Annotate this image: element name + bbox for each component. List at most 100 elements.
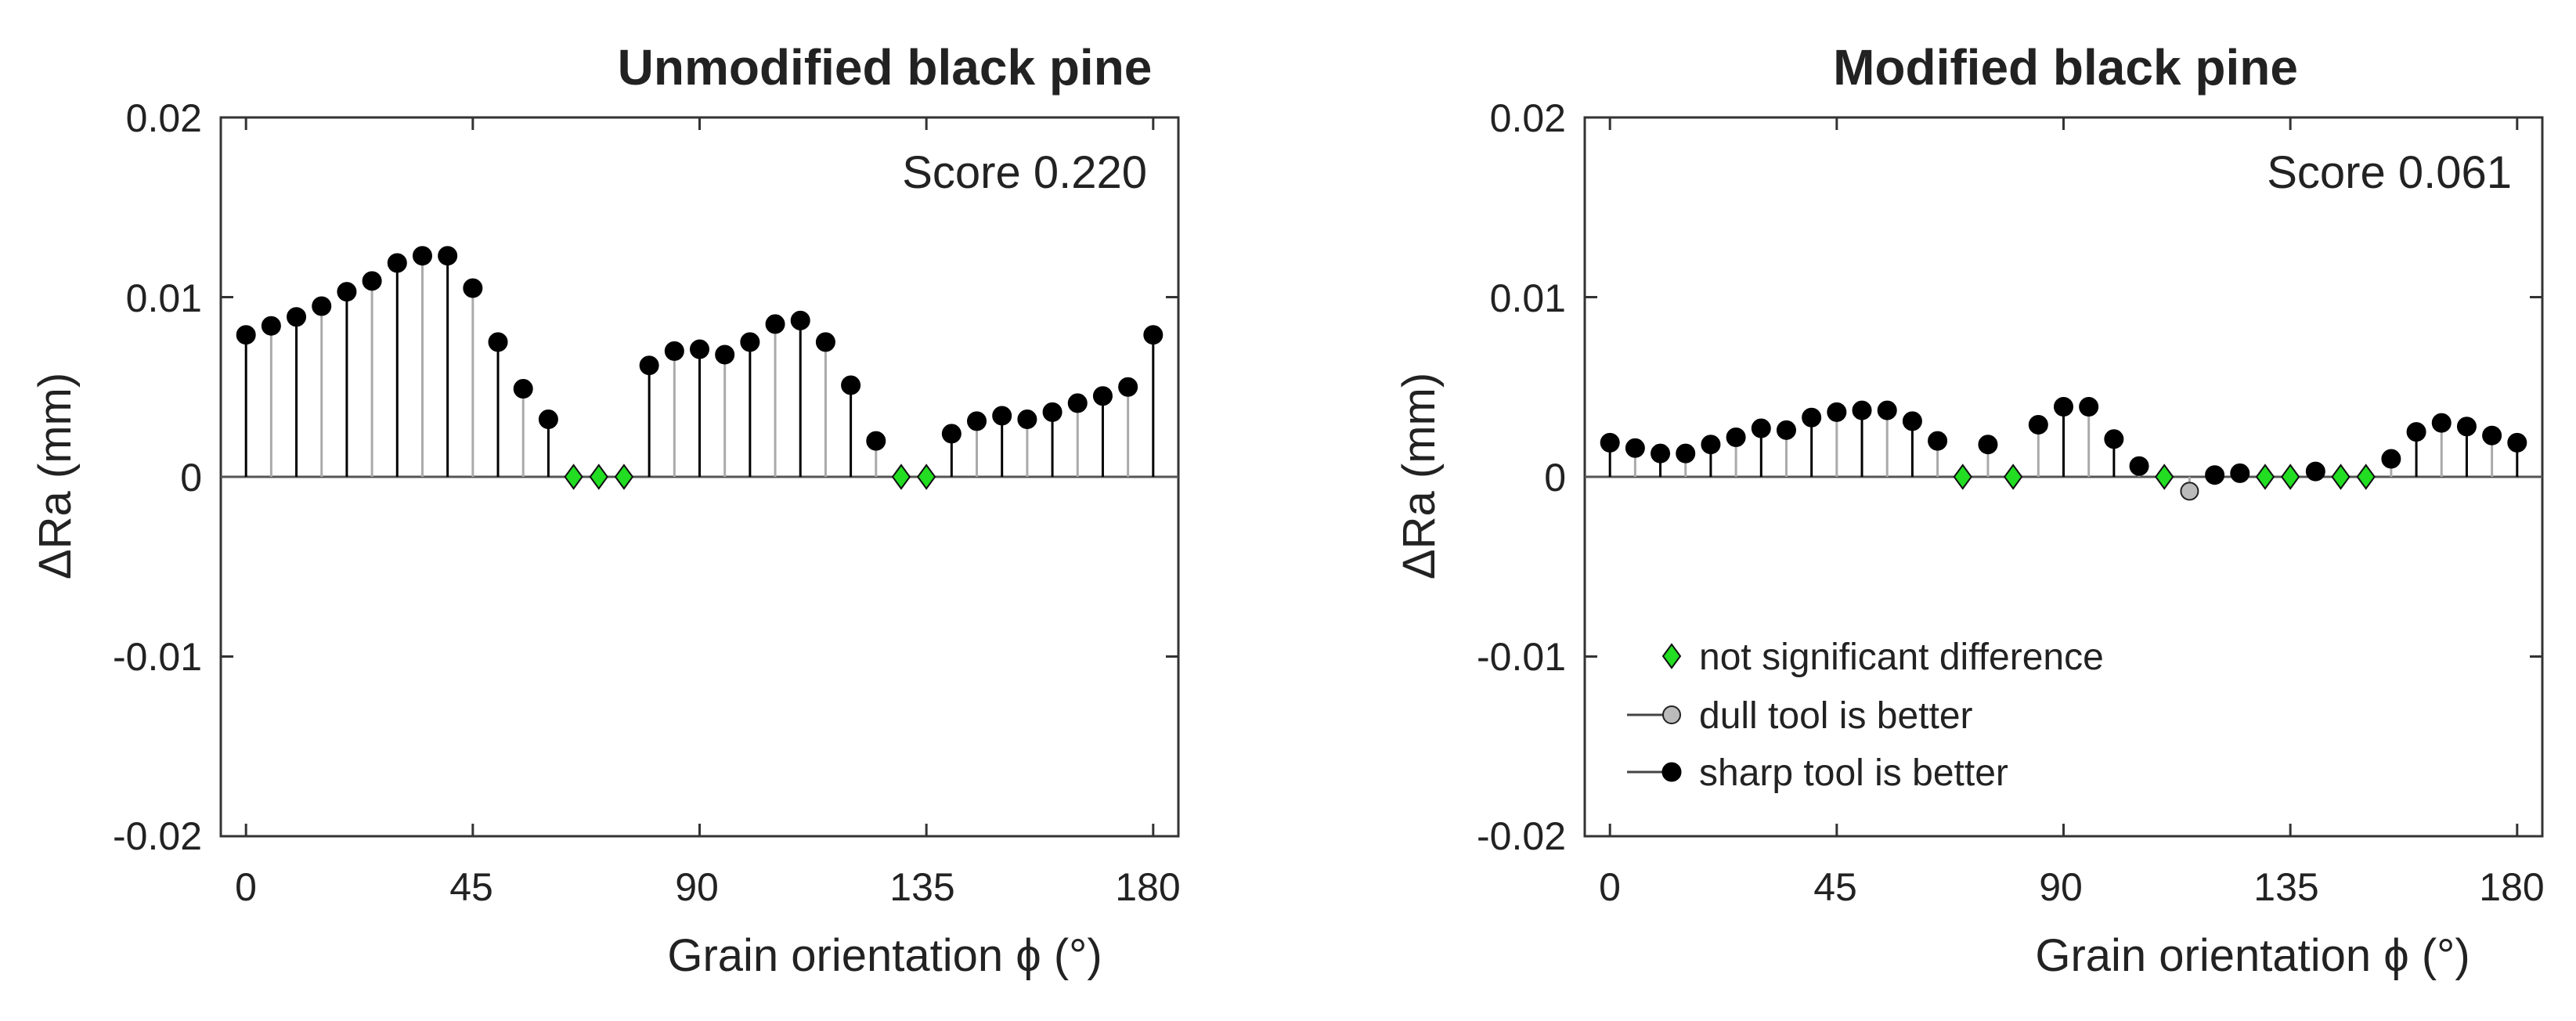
sharp-marker — [2129, 456, 2149, 476]
sharp-marker — [2230, 463, 2250, 483]
sharp-marker — [2205, 465, 2225, 485]
x-tick-label: 90 — [2039, 865, 2083, 909]
legend-symbol-dull — [1662, 705, 1681, 724]
legend-label-dull: dull tool is better — [1699, 695, 1973, 737]
y-tick-label: 0.01 — [1490, 276, 1566, 320]
not-significant-marker — [2255, 464, 2275, 490]
sharp-marker — [941, 424, 961, 444]
not-significant-marker — [2280, 464, 2300, 490]
not-significant-marker — [2356, 464, 2376, 490]
sharp-marker — [664, 341, 684, 361]
sharp-marker — [1651, 443, 1671, 464]
sharp-marker — [1902, 411, 1922, 431]
sharp-marker — [2431, 413, 2452, 433]
sharp-marker — [1625, 438, 1645, 458]
y-tick-label: -0.02 — [113, 814, 202, 858]
sharp-marker — [866, 431, 886, 451]
sharp-marker — [2104, 429, 2124, 449]
sharp-marker — [1600, 432, 1620, 453]
y-tick-label: -0.01 — [1477, 635, 1566, 679]
not-significant-marker — [2003, 464, 2023, 490]
sharp-marker — [312, 296, 332, 316]
sharp-marker — [1017, 409, 1037, 430]
sharp-marker — [287, 307, 307, 327]
y-tick-label: 0 — [180, 456, 202, 500]
sharp-marker — [765, 314, 785, 334]
not-significant-marker — [2154, 464, 2174, 490]
sharp-marker — [1877, 400, 1897, 420]
x-axis-label: Grain orientation ϕ (°) — [667, 930, 1102, 981]
sharp-marker — [1751, 418, 1771, 438]
sharp-marker — [1143, 325, 1164, 345]
not-significant-marker — [1953, 464, 1973, 490]
sharp-marker — [2456, 417, 2477, 437]
sharp-marker — [639, 355, 659, 376]
y-axis-label: ΔRa (mm) — [30, 373, 81, 579]
not-significant-marker — [916, 464, 936, 490]
sharp-marker — [1776, 420, 1796, 440]
sharp-marker — [2028, 414, 2048, 435]
x-tick-label: 45 — [1813, 865, 1857, 909]
panel-unmodified: Unmodified black pine Score 0.220 Grain … — [30, 39, 1181, 981]
sharp-marker — [1042, 402, 1063, 422]
sharp-marker — [841, 375, 861, 395]
dull-marker — [2180, 482, 2199, 501]
sharp-marker — [1676, 443, 1696, 464]
sharp-marker — [488, 332, 508, 352]
data-marks — [219, 116, 1180, 838]
x-tick-label: 0 — [235, 865, 257, 909]
sharp-marker — [1092, 386, 1113, 406]
x-tick-label: 135 — [2253, 865, 2318, 909]
sharp-marker — [1701, 435, 1721, 455]
x-axis-label: Grain orientation ϕ (°) — [2035, 930, 2470, 981]
sharp-marker — [412, 246, 432, 266]
sharp-marker — [2507, 432, 2527, 453]
x-tick-label: 0 — [1599, 865, 1621, 909]
not-significant-marker — [614, 464, 634, 490]
y-tick-label: 0.02 — [1490, 96, 1566, 140]
sharp-marker — [790, 310, 810, 330]
y-tick-label: 0.01 — [126, 276, 202, 320]
y-tick-label: -0.01 — [113, 635, 202, 679]
sharp-marker — [438, 246, 458, 266]
axis-ticks: 0.02 0.01 0 -0.01 -0.02 0 45 90 135 180 — [1477, 96, 2545, 909]
score-label: Score 0.061 — [2267, 147, 2512, 198]
sharp-marker — [2381, 449, 2401, 469]
x-tick-label: 135 — [889, 865, 954, 909]
y-tick-label: -0.02 — [1477, 814, 1566, 858]
not-significant-marker — [589, 464, 609, 490]
sharp-marker — [967, 411, 987, 431]
axis-ticks: 0.02 0.01 0 -0.01 -0.02 0 45 90 135 180 — [113, 96, 1181, 909]
sharp-marker — [1726, 428, 1746, 448]
legend-symbol-sharp — [1661, 762, 1682, 782]
sharp-marker — [1827, 402, 1847, 422]
sharp-marker — [1852, 400, 1872, 420]
sharp-marker — [236, 325, 256, 345]
sharp-marker — [1067, 393, 1088, 413]
sharp-marker — [1802, 407, 1822, 428]
sharp-marker — [690, 339, 709, 359]
legend: not significant difference dull tool is … — [1627, 637, 2104, 794]
y-tick-label: 0 — [1544, 456, 1566, 500]
sharp-marker — [2482, 425, 2502, 446]
data-marks — [1583, 116, 2544, 838]
score-label: Score 0.220 — [902, 147, 1147, 198]
sharp-marker — [992, 406, 1012, 426]
sharp-marker — [2406, 422, 2426, 442]
sharp-marker — [513, 379, 533, 399]
not-significant-marker — [2331, 464, 2351, 490]
y-tick-label: 0.02 — [126, 96, 202, 140]
sharp-marker — [463, 278, 483, 298]
sharp-marker — [538, 409, 558, 430]
sharp-marker — [2079, 396, 2099, 417]
sharp-marker — [715, 345, 735, 365]
sharp-marker — [1978, 435, 1998, 455]
x-tick-label: 45 — [449, 865, 493, 909]
sharp-marker — [261, 316, 281, 336]
not-significant-marker — [891, 464, 911, 490]
sharp-marker — [1928, 431, 1948, 451]
sharp-marker — [815, 332, 835, 352]
sharp-marker — [2054, 396, 2073, 417]
